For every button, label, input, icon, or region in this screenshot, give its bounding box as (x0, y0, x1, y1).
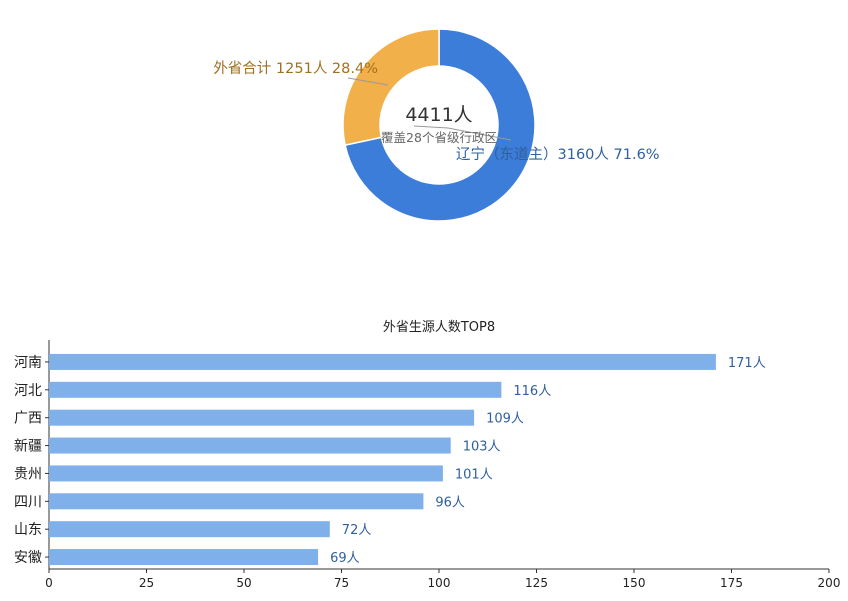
x-tick-label-5: 125 (525, 576, 548, 590)
leader-line-1 (347, 77, 389, 86)
bar-5 (49, 493, 424, 510)
value-label-6: 72人 (342, 523, 372, 538)
x-tick-label-2: 50 (236, 576, 251, 590)
category-label-4: 贵州 (14, 466, 42, 482)
value-label-4: 101人 (455, 467, 493, 482)
value-label-0: 171人 (728, 356, 766, 371)
category-label-2: 广西 (14, 411, 42, 427)
donut-center-subtitle: 覆盖28个省级行政区 (381, 130, 497, 145)
bar-2 (49, 409, 475, 426)
value-label-1: 116人 (513, 384, 551, 399)
category-label-0: 河南 (14, 355, 42, 371)
category-label-3: 新疆 (14, 439, 42, 455)
donut-slice-0 (344, 28, 536, 222)
x-tick-label-3: 75 (334, 576, 349, 590)
x-tick-label-0: 0 (45, 576, 53, 590)
x-tick-label-6: 150 (623, 576, 646, 590)
bar-7 (49, 549, 319, 566)
leader-line-0 (413, 125, 512, 141)
bar-0 (49, 353, 716, 370)
x-tick-label-1: 25 (139, 576, 154, 590)
bar-6 (49, 521, 330, 538)
x-tick-label-4: 100 (428, 576, 451, 590)
value-label-3: 103人 (463, 440, 501, 455)
category-label-6: 山东 (14, 522, 42, 538)
bar-chart: 外省生源人数TOP8 0 25 50 75 100 125 150 175 200 河南 171人河… (14, 320, 840, 590)
x-tick-label-7: 175 (720, 576, 743, 590)
bar-1 (49, 381, 502, 398)
bar-4 (49, 465, 443, 482)
bar-chart-title: 外省生源人数TOP8 (383, 320, 495, 335)
donut-slice-1 (342, 28, 440, 147)
donut-center-total: 4411人 (405, 104, 472, 126)
donut-slice-label-1: 外省合计 1251人 28.4% (213, 60, 378, 77)
donut-slice-label-0: 辽宁（东道主）3160人 71.6% (456, 146, 660, 163)
value-label-5: 96人 (435, 495, 465, 510)
category-label-5: 四川 (14, 494, 42, 510)
value-label-2: 109人 (486, 412, 524, 427)
category-label-7: 安徽 (14, 550, 42, 566)
category-label-1: 河北 (14, 383, 42, 399)
value-label-7: 69人 (330, 551, 360, 566)
x-tick-label-8: 200 (818, 576, 841, 590)
bar-3 (49, 437, 451, 454)
